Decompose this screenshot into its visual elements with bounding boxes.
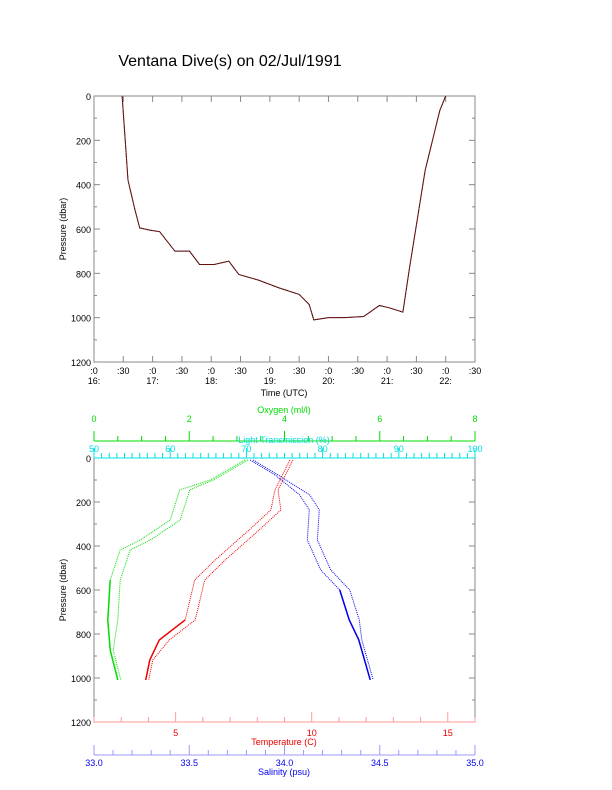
salinity-axis-label: Salinity (psu) [258, 767, 310, 777]
y-tick-label: 600 [76, 225, 91, 235]
temperature-axis-label: Temperature (C) [251, 737, 317, 747]
oxygen-profile-down [107, 459, 246, 681]
light-tick-label: 70 [241, 444, 251, 454]
y-tick-label: 800 [76, 630, 91, 640]
salinity-profile-bottom [339, 589, 371, 681]
y-tick-label: 600 [76, 586, 91, 596]
oxygen-tick-label: 4 [282, 414, 287, 424]
light-tick-label: 100 [467, 444, 482, 454]
light-tick-label: 80 [318, 444, 328, 454]
salinity-tick-label: 34.5 [371, 758, 389, 768]
x-tick-label-hour: 22: [439, 376, 452, 386]
temperature-profile-up [148, 459, 294, 681]
x-tick-label-minute: :30 [469, 366, 482, 376]
plot-frame [93, 95, 476, 363]
x-tick-label-minute: :0 [442, 366, 450, 376]
y-tick-label: 0 [86, 454, 91, 464]
x-tick-label-minute: :30 [293, 366, 306, 376]
x-axis-label: Time (UTC) [261, 388, 308, 398]
x-tick-label-minute: :0 [90, 366, 98, 376]
x-tick-label-hour: 19: [264, 376, 277, 386]
y-tick-label: 1000 [71, 674, 91, 684]
temperature-tick-label: 5 [173, 728, 178, 738]
x-tick-label-hour: 16: [88, 376, 101, 386]
x-tick-label-minute: :30 [234, 366, 247, 376]
oxygen-profile-up [112, 459, 249, 681]
oxygen-axis-label: Oxygen (ml/l) [257, 405, 311, 415]
x-tick-label-minute: :0 [325, 366, 333, 376]
y-tick-label: 0 [86, 92, 91, 102]
y-axis-label: Pressure (dbar) [58, 198, 68, 261]
oxygen-tick-label: 6 [377, 414, 382, 424]
temperature-tick-label: 15 [443, 728, 453, 738]
y-axis-label: Pressure (dbar) [58, 559, 68, 622]
light-tick-label: 50 [89, 444, 99, 454]
pressure-line-dark [121, 95, 447, 321]
light-tick-label: 90 [394, 444, 404, 454]
x-tick-label-minute: :30 [410, 366, 423, 376]
oxygen-tick-label: 8 [472, 414, 477, 424]
x-tick-label-minute: :30 [352, 366, 365, 376]
x-tick-label-minute: :0 [266, 366, 274, 376]
y-tick-label: 800 [76, 269, 91, 279]
light-axis-label: Light Transmission (%) [238, 435, 330, 445]
salinity-tick-label: 34.0 [276, 758, 294, 768]
salinity-tick-label: 33.0 [85, 758, 103, 768]
y-tick-label: 200 [76, 136, 91, 146]
salinity-profile-up [252, 459, 374, 681]
salinity-tick-label: 35.0 [466, 758, 484, 768]
oxygen-tick-label: 2 [187, 414, 192, 424]
chart-title: Ventana Dive(s) on 02/Jul/1991 [118, 53, 341, 70]
y-tick-label: 1200 [71, 718, 91, 728]
x-tick-label-hour: 17: [146, 376, 159, 386]
light-tick-label: 60 [165, 444, 175, 454]
y-tick-label: 400 [76, 181, 91, 191]
y-tick-label: 200 [76, 498, 91, 508]
oxygen-tick-label: 0 [91, 414, 96, 424]
y-tick-label: 400 [76, 542, 91, 552]
plot-frame [93, 457, 476, 723]
x-tick-label-hour: 21: [381, 376, 394, 386]
temperature-profile-down [145, 459, 291, 681]
pressure-line [121, 95, 447, 321]
y-tick-label: 1000 [71, 314, 91, 324]
salinity-profile-down [249, 459, 371, 681]
x-tick-label-minute: :0 [383, 366, 391, 376]
y-tick-label: 1200 [71, 358, 91, 368]
x-tick-label-hour: 18: [205, 376, 218, 386]
x-tick-label-hour: 20: [322, 376, 335, 386]
x-tick-label-minute: :30 [176, 366, 189, 376]
x-tick-label-minute: :0 [149, 366, 157, 376]
temperature-profile-bottom [144, 619, 186, 681]
salinity-tick-label: 33.5 [180, 758, 198, 768]
x-tick-label-minute: :30 [117, 366, 130, 376]
x-tick-label-minute: :0 [207, 366, 215, 376]
oxygen-profile-bottom [107, 580, 119, 681]
temperature-tick-label: 10 [307, 728, 317, 738]
